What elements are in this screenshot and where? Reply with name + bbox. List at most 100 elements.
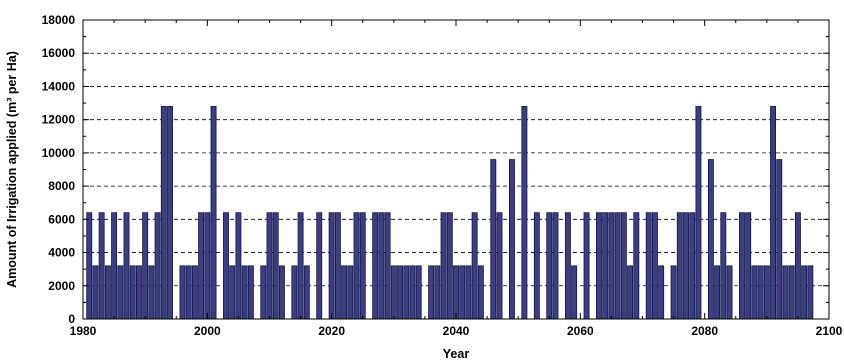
bar [160,105,167,320]
bar [223,212,229,320]
bar [633,212,640,320]
bar [98,212,105,320]
bar [757,265,764,320]
bar [260,265,267,320]
x-tick-label: 1980 [70,324,97,338]
bar [683,212,689,320]
bar [763,265,770,320]
bar [739,212,745,320]
bar [117,265,124,320]
bar [341,265,348,320]
bar [185,265,192,320]
bar [801,265,808,320]
bar [776,159,783,320]
bar [745,212,752,320]
bar [142,212,149,320]
bar [148,265,155,320]
bar [521,105,528,320]
bar [676,212,683,320]
bar [434,265,441,320]
bar [384,212,391,320]
bar [92,265,99,320]
bar [129,265,136,320]
y-tick-label: 4000 [48,246,75,260]
bar [552,212,559,320]
x-tick-label: 2040 [443,324,470,338]
bar [564,212,571,320]
bar [123,212,130,320]
bar [571,265,578,320]
bar [714,265,721,320]
x-tick-label: 2020 [318,324,345,338]
x-axis-label: Year [443,347,470,360]
bar [533,212,540,320]
bar [707,159,714,320]
y-tick-label: 2000 [48,279,75,293]
bar [111,212,118,320]
bar [695,105,702,320]
y-tick-label: 16000 [42,46,76,60]
bar [583,212,590,320]
bar [378,212,385,320]
bar [303,265,310,320]
bar [608,212,615,320]
bar [546,212,553,320]
bar [104,265,111,320]
bar [415,265,422,320]
x-tick-label: 2000 [194,324,221,338]
bar [278,265,285,320]
bar [403,265,410,320]
bar [409,265,416,320]
x-tick-label: 2060 [567,324,594,338]
bar [596,212,602,320]
bar [136,265,142,320]
y-tick-label: 18000 [42,13,76,27]
bar [726,265,733,320]
bar [720,212,727,320]
bar [770,105,776,320]
bar [620,212,627,320]
bar [446,212,453,320]
y-tick-label: 10000 [42,146,76,160]
bar [241,265,248,320]
bar [266,212,273,320]
bar [198,212,205,320]
bar [347,265,354,320]
bar [210,105,217,320]
bar [614,212,621,320]
bar [471,212,478,320]
bar [359,212,366,320]
bar [602,212,609,320]
bar [328,212,335,320]
gridlines [83,52,829,287]
y-tick-label: 14000 [42,79,76,93]
axis-ticks [82,19,830,320]
x-tick-label: 2100 [816,324,843,338]
bar [440,212,447,320]
y-axis-label: Amount of Irrigation applied (m³ per Ha) [5,51,19,288]
bar [191,265,198,320]
bar [297,212,304,320]
bar [459,265,466,320]
y-tick-label: 12000 [42,113,76,127]
bar [670,265,677,320]
bar [154,212,161,320]
bar [353,212,360,320]
bar [651,212,658,320]
y-tick-label: 8000 [48,179,75,193]
bar [477,265,484,320]
bar [782,265,789,320]
bar [372,212,379,320]
bar [689,212,696,320]
x-tick-labels: 1980 2000 2020 2040 2060 2080 2100 [70,324,843,338]
bar [167,105,173,320]
y-tick-labels: 0 2000 4000 6000 8000 10000 12000 14000 16000 180… [42,13,76,326]
bar [490,159,497,320]
bar [645,212,652,320]
y-tick-label: 0 [68,312,75,326]
bar [397,265,403,320]
x-tick-label: 2080 [691,324,718,338]
bar [794,212,801,320]
y-tick-label: 6000 [48,212,75,226]
